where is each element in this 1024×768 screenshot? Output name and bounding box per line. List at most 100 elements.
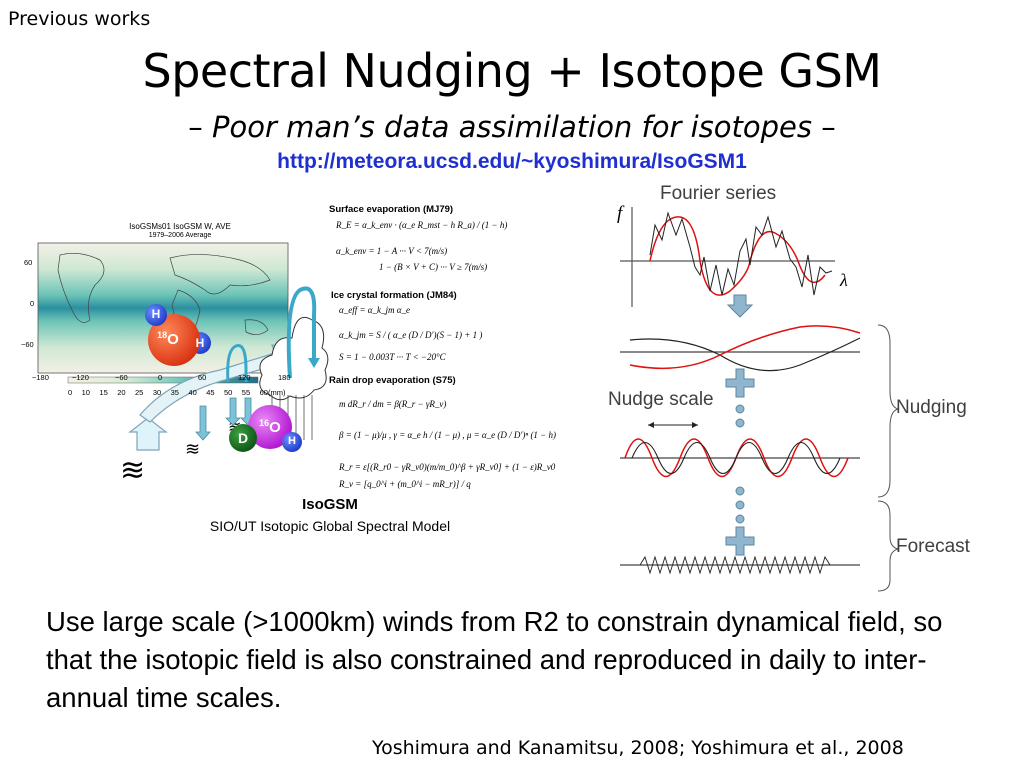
deuterium-label: D bbox=[237, 430, 249, 446]
colorbar-tick: 40 bbox=[188, 388, 197, 397]
oxygen-16-label: 16O bbox=[252, 418, 288, 436]
colorbar-tick: 55 bbox=[241, 388, 251, 397]
lat-tick: 60 bbox=[24, 258, 33, 267]
nudging-label: Nudging bbox=[896, 397, 967, 418]
large-scale-wave bbox=[649, 216, 826, 296]
hydrogen-atom-icon bbox=[145, 304, 167, 326]
project-url-link[interactable]: http://meteora.ucsd.edu/~kyoshimura/IsoG… bbox=[277, 150, 747, 173]
small-updraft-arrow bbox=[226, 344, 248, 383]
reanalysis-large-scale-wave bbox=[629, 325, 861, 370]
precipitation-arrow bbox=[225, 397, 241, 426]
section-label: Previous works bbox=[8, 8, 151, 30]
surface-evaporation-eq: R_E = α_k_env · (α_e R_mst − h R_a) / (1… bbox=[336, 220, 508, 230]
dot-icon bbox=[735, 500, 745, 510]
forecast-label: Forecast bbox=[896, 536, 970, 557]
oxygen-18-mass: 18 bbox=[157, 330, 168, 340]
subtitle-dash-right: – bbox=[821, 110, 836, 144]
page-title: Spectral Nudging + Isotope GSM bbox=[142, 44, 882, 98]
full-spectrum-wave bbox=[649, 211, 833, 296]
continent-outline bbox=[244, 319, 269, 335]
map-subtitle: 1979–2006 Average bbox=[148, 232, 212, 239]
oxygen-18-atom-icon bbox=[148, 314, 200, 366]
deuterium-atom-icon bbox=[229, 424, 257, 452]
dot-icon bbox=[735, 486, 745, 496]
updraft-arrowhead bbox=[308, 358, 320, 368]
model-name: IsoGSM bbox=[302, 496, 358, 513]
isogsm-illustration: ≋ ≋ ≋ bbox=[37, 242, 329, 488]
hydrogen-label: H bbox=[288, 435, 296, 447]
lon-tick: −180 bbox=[32, 373, 49, 382]
surface-evaporation-kinetic-eq: α_k_env = 1 − A ··· V < 7(m/s) bbox=[336, 246, 448, 256]
lon-tick: 60 bbox=[198, 373, 207, 382]
dot-icon bbox=[735, 404, 745, 414]
nudge-scale-arrowheads bbox=[648, 422, 698, 428]
ice-crystal-heading: Ice crystal formation (JM84) bbox=[331, 290, 457, 301]
hydrogen-label: H bbox=[151, 307, 161, 321]
lon-tick: −120 bbox=[72, 373, 89, 382]
axis-lambda-label: λ bbox=[840, 270, 848, 290]
lon-tick: 0 bbox=[158, 373, 163, 382]
plus-icon bbox=[725, 526, 755, 556]
axis-f-label: f bbox=[617, 203, 623, 224]
colorbar-tick: 30 bbox=[152, 388, 162, 397]
subtitle-text: Poor man’s data assimilation for isotope… bbox=[211, 110, 813, 144]
colorbar-tick: 60 bbox=[259, 388, 268, 397]
updraft-arrow bbox=[286, 286, 317, 379]
oxygen-18-label: 18O bbox=[150, 330, 186, 348]
citation: Yoshimura and Kanamitsu, 2008; Yoshimura… bbox=[372, 737, 904, 759]
colorbar-tick: 10 bbox=[81, 388, 90, 397]
subtitle-dash-left: – bbox=[188, 110, 203, 144]
colorbar-tick: 25 bbox=[135, 388, 144, 397]
colorbar-tick: 35 bbox=[170, 388, 179, 397]
fourier-series-label: Fourier series bbox=[660, 183, 777, 204]
oxygen-18-symbol: O bbox=[167, 331, 179, 348]
model-large-scale-wave bbox=[629, 337, 861, 372]
lon-tick: 120 bbox=[238, 373, 251, 382]
forecast-brace bbox=[877, 500, 899, 592]
colorbar bbox=[67, 376, 259, 384]
colorbar-tick: 50 bbox=[224, 388, 233, 397]
continent-outline bbox=[169, 254, 271, 295]
model-description: SIO/UT Isotopic Global Spectral Model bbox=[209, 518, 451, 534]
ocean-waves-icon: ≋ bbox=[120, 453, 145, 488]
nudging-brace bbox=[877, 324, 899, 498]
ice-crystal-eq-3: S = 1 − 0.003T ··· T < −20°C bbox=[339, 352, 446, 362]
colorbar-tick: 20 bbox=[117, 388, 126, 397]
rain-drop-eq-1: m dR_r / dm = β(R_r − γR_v) bbox=[339, 399, 447, 409]
lon-tick: 180 bbox=[278, 373, 291, 382]
cloud-icon bbox=[259, 316, 329, 401]
rain-drop-eq-4: R_v = [q_0^i + (m_0^i − mR_r)] / q bbox=[339, 479, 471, 489]
oxygen-16-symbol: O bbox=[269, 419, 281, 436]
nudged-wave-black bbox=[631, 441, 841, 475]
page-subtitle: – Poor man’s data assimilation for isoto… bbox=[0, 110, 1024, 144]
precipitation-arrow bbox=[195, 405, 211, 441]
evaporation-arrow bbox=[128, 417, 168, 451]
nudge-scale-label: Nudge scale bbox=[608, 389, 714, 410]
lat-tick: 0 bbox=[30, 299, 35, 308]
colorbar-unit: (mm) bbox=[268, 388, 286, 397]
colorbar-tick: 0 bbox=[68, 388, 73, 397]
rain-drop-eq-3: R_r = ε[(R_r0 − γR_v0)(m/m_0)^β + γR_v0]… bbox=[339, 462, 556, 472]
map-title: IsoGSMs01 IsoGSM W, AVE bbox=[129, 222, 231, 231]
ocean-waves-icon: ≋ bbox=[185, 439, 200, 460]
rain-drop-heading: Rain drop evaporation (S75) bbox=[329, 375, 456, 386]
oxygen-16-mass: 16 bbox=[259, 418, 270, 428]
plus-icon bbox=[725, 368, 755, 398]
summary-text: Use large scale (>1000km) winds from R2 … bbox=[46, 606, 943, 713]
rain-drop-eq-2: β = (1 − μ)/μ , γ = α_e h / (1 − μ) , μ … bbox=[339, 430, 557, 440]
lat-tick: −60 bbox=[21, 340, 34, 349]
dot-icon bbox=[735, 418, 745, 428]
ice-crystal-eq-2: α_k_jm = S / ( α_e (D / D′)(S − 1) + 1 ) bbox=[339, 330, 483, 340]
lon-tick: −60 bbox=[115, 373, 128, 382]
oxygen-16-atom-icon bbox=[248, 405, 292, 449]
colorbar-tick: 45 bbox=[206, 388, 215, 397]
small-scale-wave bbox=[639, 555, 831, 575]
colorbar-ticks: 0 10 15 20 25 30 35 40 45 50 55 60 bbox=[68, 388, 268, 397]
surface-evaporation-kinetic-eq-2: 1 − (B × V + C) ··· V ≥ 7(m/s) bbox=[379, 262, 488, 272]
ice-crystal-eq-1: α_eff = α_k_jm α_e bbox=[339, 305, 410, 315]
hydrogen-atom-icon bbox=[282, 432, 302, 452]
colorbar-tick: 15 bbox=[99, 388, 108, 397]
continent-outline bbox=[57, 253, 105, 323]
dot-icon bbox=[735, 514, 745, 524]
surface-evaporation-heading: Surface evaporation (MJ79) bbox=[329, 204, 454, 215]
